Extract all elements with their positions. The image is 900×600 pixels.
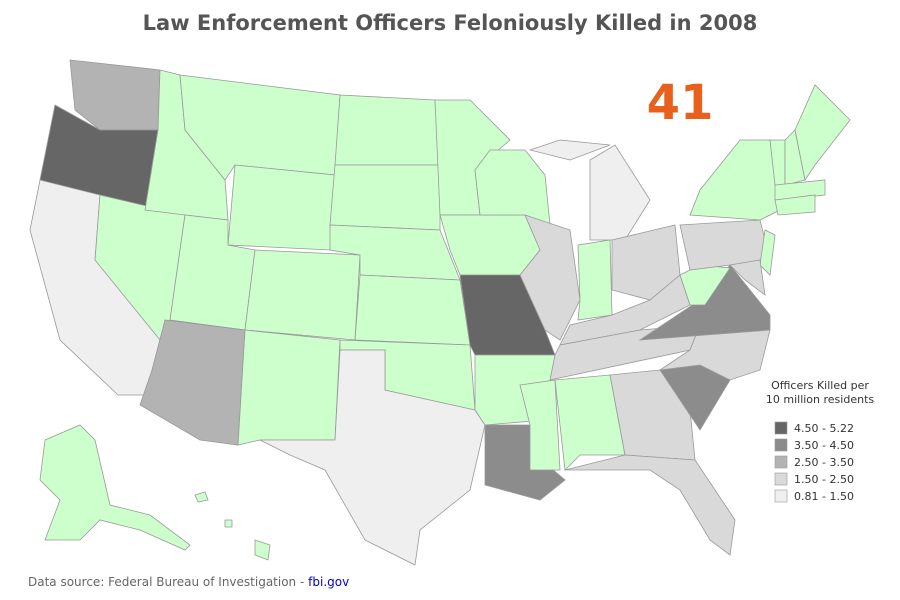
legend-swatch: [774, 472, 788, 486]
legend-label: 2.50 - 3.50: [794, 456, 854, 469]
state: [577, 239, 613, 321]
legend-swatch: [774, 438, 788, 452]
state: [589, 144, 651, 241]
state: [227, 164, 336, 251]
state: [329, 164, 441, 231]
legend-title: Officers Killed per: [771, 379, 869, 392]
state: [759, 229, 776, 276]
state: [354, 274, 471, 346]
state: [39, 424, 191, 551]
source: Data source: Federal Bureau of Investiga…: [28, 575, 349, 589]
state: [254, 539, 271, 561]
title: Law Enforcement Officers Feloniously Kil…: [143, 11, 758, 35]
legend-label: 0.81 - 1.50: [794, 490, 854, 503]
legend-title: 10 million residents: [766, 393, 875, 406]
legend-label: 4.50 - 5.22: [794, 422, 854, 435]
source-text: Data source: Federal Bureau of Investiga…: [28, 575, 304, 589]
source-link[interactable]: fbi.gov: [308, 575, 349, 589]
legend: 4.50 - 5.22 3.50 - 4.50 2.50 - 3.50 1.50 - …: [774, 421, 854, 503]
legend-label: 1.50 - 2.50: [794, 473, 854, 486]
legend-label: 3.50 - 4.50: [794, 439, 854, 452]
state: [609, 369, 696, 461]
state: [528, 139, 611, 161]
state: [259, 349, 486, 566]
state: [334, 94, 441, 166]
state: [474, 149, 551, 226]
state: [194, 491, 209, 503]
state: [439, 214, 541, 276]
state: [689, 139, 781, 221]
legend-swatch: [774, 455, 788, 469]
state: [554, 374, 626, 471]
state: [69, 59, 161, 131]
state: [564, 454, 736, 556]
states: [29, 59, 851, 566]
state: [237, 329, 341, 446]
state: [659, 324, 771, 381]
legend-swatch: [774, 489, 788, 503]
count: 41: [647, 75, 714, 131]
state: [729, 259, 766, 296]
state: [244, 249, 361, 341]
state: [794, 84, 851, 182]
legend-swatch: [774, 421, 788, 435]
state: [519, 214, 581, 341]
state: [519, 379, 561, 471]
state: [774, 194, 816, 216]
state: [224, 519, 233, 528]
